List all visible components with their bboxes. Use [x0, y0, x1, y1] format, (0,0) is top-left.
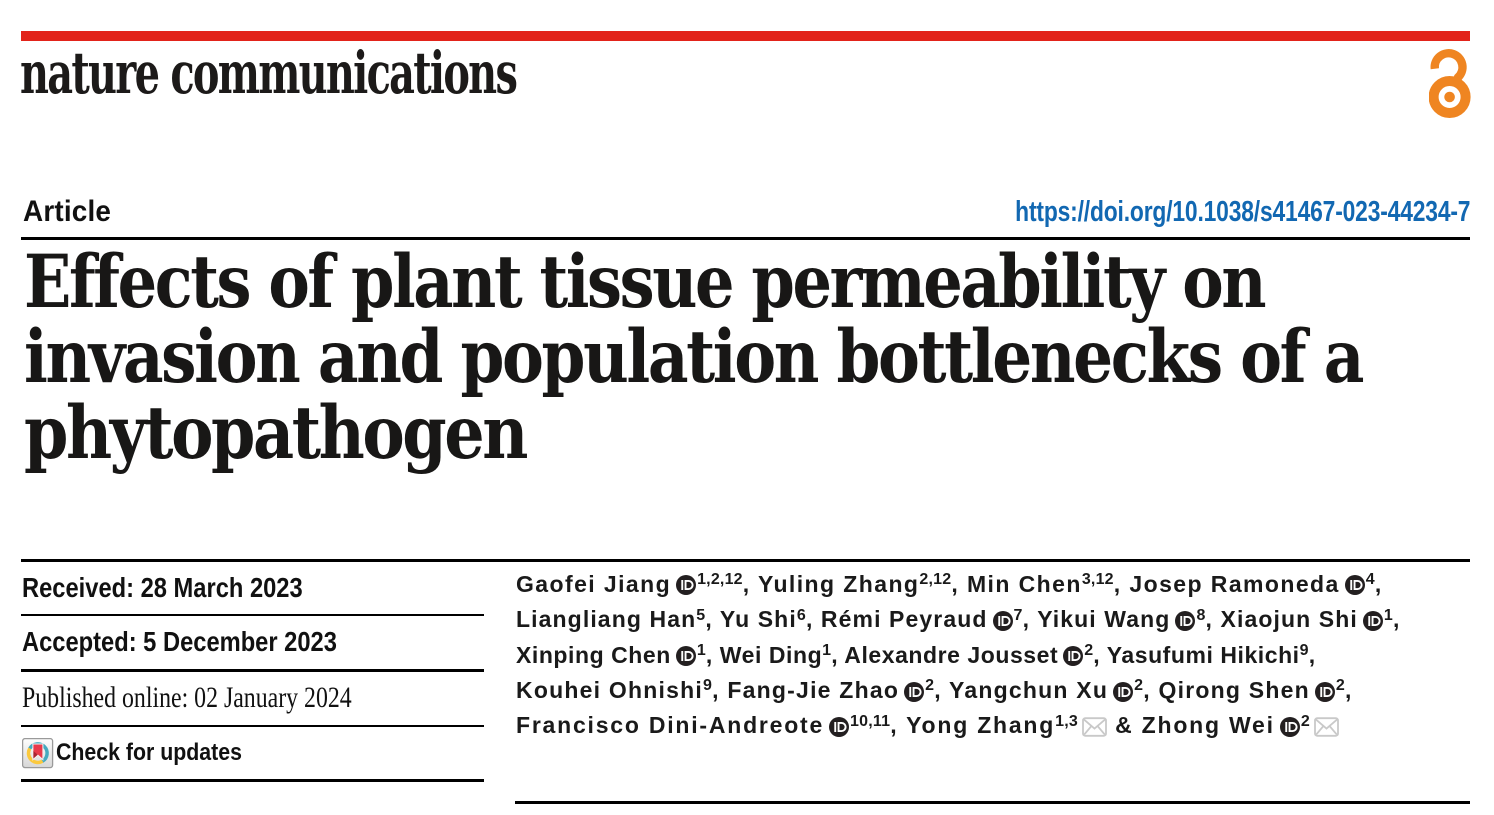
author-affiliation-superscript: 5 — [696, 606, 706, 624]
author-line: Gaofei Jiang 1,2,12, Yuling Zhang2,12, Mi… — [516, 570, 1383, 597]
author-line: Liangliang Han5, Yu Shi6, Rémi Peyraud 7,… — [516, 606, 1401, 633]
orcid-icon[interactable] — [1063, 641, 1084, 667]
author-affiliation-superscript: 1 — [696, 642, 706, 660]
check-for-updates-label[interactable]: Check for updates — [56, 739, 242, 766]
author-affiliation-superscript: 1 — [822, 642, 832, 660]
orcid-icon[interactable] — [992, 606, 1013, 631]
paper-title: Effects of plant tissue permeability on i… — [24, 239, 1444, 476]
author-affiliation-superscript: 7 — [1013, 606, 1023, 624]
author-list: Gaofei Jiang 1,2,12, Yuling Zhang2,12, Mi… — [516, 567, 1494, 748]
author-affiliation-superscript: 10,11 — [850, 712, 891, 730]
divider-dates-4 — [21, 779, 484, 782]
divider-dates-2 — [21, 669, 484, 672]
article-type-label: Article — [23, 195, 112, 228]
divider-dates-3 — [21, 724, 484, 728]
orcid-icon[interactable] — [904, 677, 925, 702]
orcid-icon[interactable] — [676, 570, 697, 596]
orcid-icon[interactable] — [1314, 677, 1335, 702]
envelope-icon[interactable] — [1082, 712, 1107, 747]
author-affiliation-superscript: 2 — [1335, 677, 1345, 695]
orcid-icon[interactable] — [675, 641, 696, 667]
author-affiliation-superscript: 2 — [925, 677, 935, 695]
author-line: Kouhei Ohnishi9, Fang-Jie Zhao 2, Yangchu… — [516, 677, 1353, 704]
author-affiliation-superscript: 2 — [1300, 712, 1310, 730]
divider-under-article-bar — [21, 237, 1470, 240]
paper-title-line: phytopathogen — [24, 389, 528, 476]
author-line: Xinping Chen 1, Wei Ding1, Alexandre Jous… — [516, 641, 1316, 668]
divider-dates-1 — [21, 613, 484, 616]
paper-title-line: invasion and population bottlenecks of a — [24, 314, 1364, 401]
author-affiliation-superscript: 2 — [1134, 677, 1144, 695]
author-affiliation-superscript: 4 — [1365, 571, 1375, 589]
journal-logo: nature communications — [20, 39, 518, 107]
author-affiliation-superscript: 9 — [1299, 642, 1309, 660]
orcid-icon[interactable] — [1279, 712, 1300, 737]
author-affiliation-superscript: 2,12 — [919, 571, 952, 589]
received-date: Received: 28 March 2023 — [22, 572, 303, 603]
published-date: Published online: 02 January 2024 — [22, 682, 352, 714]
author-affiliation-superscript: 9 — [703, 677, 713, 695]
paper-title-line: Effects of plant tissue permeability on — [24, 239, 1267, 325]
orcid-icon[interactable] — [1344, 570, 1365, 596]
orcid-icon[interactable] — [1362, 606, 1383, 631]
orcid-icon[interactable] — [829, 712, 850, 737]
envelope-icon[interactable] — [1314, 712, 1339, 747]
author-affiliation-superscript: 1,3 — [1055, 712, 1078, 730]
doi-link[interactable]: https://doi.org/10.1038/s41467-023-44234… — [1014, 195, 1470, 228]
crossmark-icon[interactable] — [22, 738, 54, 769]
open-access-icon — [1428, 49, 1471, 118]
divider-under-authors — [514, 801, 1470, 804]
accepted-date: Accepted: 5 December 2023 — [22, 626, 337, 658]
journal-brand-bar — [21, 31, 1470, 41]
author-affiliation-superscript: 8 — [1196, 606, 1206, 624]
author-affiliation-superscript: 1,2,12 — [697, 571, 743, 589]
author-affiliation-superscript: 1 — [1383, 606, 1393, 624]
author-line: Francisco Dini-Andreote 10,11, Yong Zhang… — [516, 708, 1494, 747]
orcid-icon[interactable] — [1113, 677, 1134, 702]
author-affiliation-superscript: 3,12 — [1081, 571, 1114, 589]
author-affiliation-superscript: 6 — [796, 606, 806, 624]
author-affiliation-superscript: 2 — [1084, 642, 1094, 660]
divider-above-info — [21, 559, 1470, 562]
orcid-icon[interactable] — [1175, 606, 1196, 631]
